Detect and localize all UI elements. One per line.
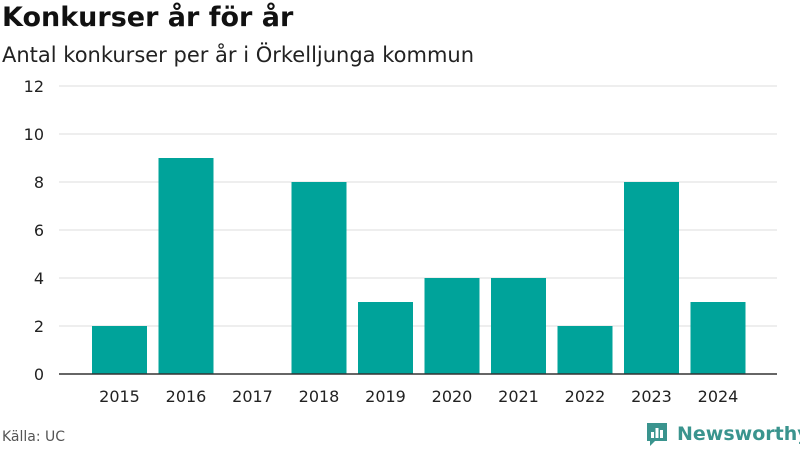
x-tick-label-2018: 2018 — [299, 387, 340, 406]
brand-name: Newsworthy — [677, 423, 800, 445]
y-tick-label-0: 0 — [34, 365, 44, 384]
y-tick-label-10: 10 — [24, 125, 44, 144]
y-tick-label-4: 4 — [34, 269, 44, 288]
x-tick-label-2024: 2024 — [698, 387, 739, 406]
bars — [92, 158, 746, 374]
x-tick-label-2020: 2020 — [432, 387, 473, 406]
bar-2024 — [690, 302, 746, 374]
bar-2019 — [358, 302, 413, 374]
x-tick-label-2019: 2019 — [365, 387, 406, 406]
x-tick-label-2015: 2015 — [99, 387, 140, 406]
x-tick-label-2016: 2016 — [166, 387, 207, 406]
x-tick-label-2023: 2023 — [631, 387, 672, 406]
bar-2015 — [92, 326, 147, 374]
chart-subtitle: Antal konkurser per år i Örkelljunga kom… — [2, 43, 475, 67]
x-tick-label-2021: 2021 — [498, 387, 539, 406]
y-tick-label-8: 8 — [34, 173, 44, 192]
x-tick-labels: 2015 2016 2017 2018 2019 2020 2021 2022 2023 2024 — [99, 387, 738, 406]
chart-title: Konkurser år för år — [2, 2, 294, 33]
bar-2018 — [291, 182, 347, 374]
bar-2023 — [624, 182, 679, 374]
brand-logo: Newsworthy — [645, 420, 800, 448]
bar-2021 — [491, 278, 546, 374]
y-tick-label-12: 12 — [24, 77, 44, 96]
bar-2022 — [557, 326, 613, 374]
bar-2020 — [424, 278, 480, 374]
newsworthy-bar-chart-icon — [647, 423, 667, 446]
y-tick-labels: 0 2 4 6 8 10 12 — [24, 77, 44, 384]
source-note: Källa: UC — [2, 429, 66, 445]
x-tick-label-2017: 2017 — [232, 387, 273, 406]
x-tick-label-2022: 2022 — [565, 387, 606, 406]
y-tick-label-2: 2 — [34, 317, 44, 336]
y-tick-label-6: 6 — [34, 221, 44, 240]
bar-2016 — [158, 158, 214, 374]
